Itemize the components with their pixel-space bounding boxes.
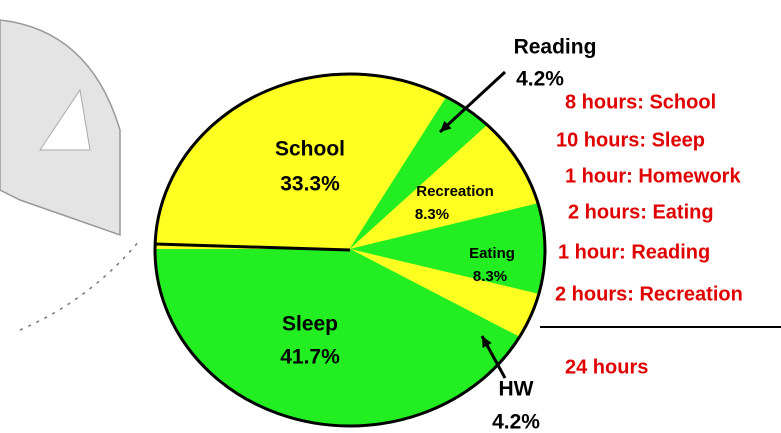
breakdown-item: 2 hours: Recreation <box>555 283 743 305</box>
slice-label: Reading <box>514 36 597 59</box>
chart: School 33.3% Reading 4.2% Recreation 8.3% Eati… <box>0 0 781 433</box>
slice-value-label: 4.2% <box>516 68 564 91</box>
slice-value-label: 33.3% <box>280 173 340 196</box>
slice-value-label: 8.3% <box>415 206 449 223</box>
protractor <box>0 20 140 330</box>
breakdown-item: 8 hours: School <box>565 91 716 113</box>
breakdown-item: 2 hours: Eating <box>568 201 714 223</box>
breakdown-item: 1 hour: Homework <box>565 165 741 187</box>
breakdown-item: 1 hour: Reading <box>558 241 710 263</box>
slice-label: School <box>275 138 345 161</box>
slice-value-label: 41.7% <box>280 346 340 369</box>
total: 24 hours <box>565 356 648 378</box>
slice-value-label: 4.2% <box>492 411 540 433</box>
slice-value-label: 8.3% <box>473 268 507 285</box>
breakdown-item: 10 hours: Sleep <box>556 129 705 151</box>
slice-label: Recreation <box>416 183 494 200</box>
slice-label: Eating <box>469 245 515 262</box>
slice-label: Sleep <box>282 313 338 336</box>
slice-label: HW <box>499 378 534 401</box>
